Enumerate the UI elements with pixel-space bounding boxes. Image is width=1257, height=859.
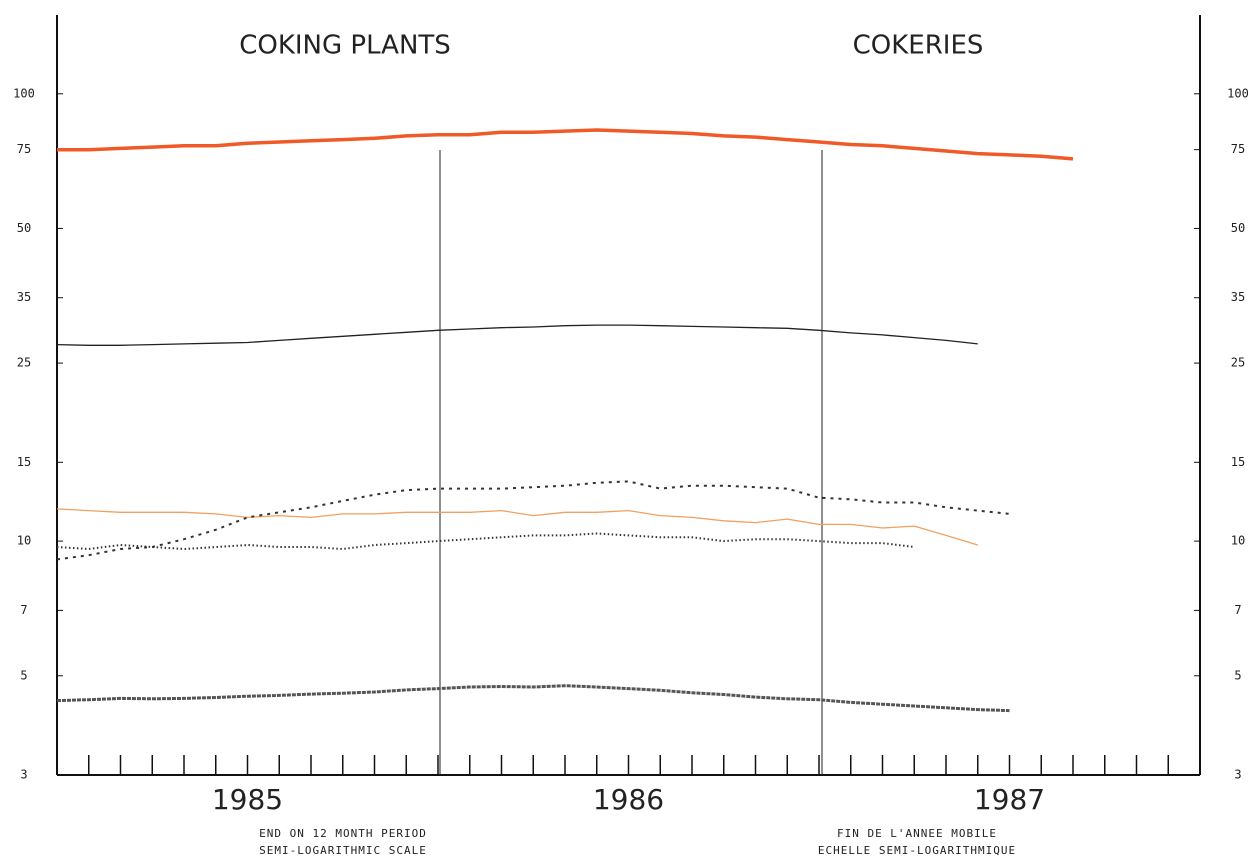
y-tick-label-right: 5 [1234, 668, 1241, 682]
x-tick-label: 1985 [212, 783, 283, 816]
chart-title: COKING PLANTS [239, 31, 451, 61]
y-tick-label-right: 25 [1231, 356, 1245, 370]
y-tick-label-right: 15 [1231, 455, 1245, 469]
y-tick-label-right: 100 [1227, 86, 1249, 100]
y-tick-label: 15 [17, 455, 31, 469]
y-tick-label-right: 50 [1231, 221, 1245, 235]
y-tick-label: 100 [13, 86, 35, 100]
y-tick-label: 3 [20, 768, 27, 782]
x-tick-label: 1986 [593, 783, 664, 816]
y-tick-label: 7 [20, 603, 27, 617]
y-tick-label: 10 [17, 534, 31, 548]
note: END ON 12 MONTH PERIOD [259, 827, 427, 840]
y-tick-label-right: 75 [1231, 142, 1245, 156]
chart-title-right: COKERIES [853, 31, 984, 61]
series-line [57, 128, 1074, 161]
series-line [56, 480, 1010, 561]
y-tick-label-right: 35 [1231, 290, 1245, 304]
series-line [56, 684, 1010, 713]
y-tick-label: 5 [20, 668, 27, 682]
y-tick-label: 50 [17, 221, 31, 235]
y-tick-label: 25 [17, 356, 31, 370]
y-tick-label: 75 [17, 142, 31, 156]
x-tick-label: 1987 [974, 783, 1045, 816]
series-line [56, 508, 978, 546]
series-line [56, 532, 915, 550]
y-tick-label-right: 10 [1231, 534, 1245, 548]
note: FIN DE L'ANNEE MOBILE [837, 827, 997, 840]
y-tick-label: 35 [17, 290, 31, 304]
y-tick-label-right: 7 [1234, 603, 1241, 617]
note: ECHELLE SEMI-LOGARITHMIQUE [818, 844, 1016, 857]
series-line [56, 324, 978, 346]
y-tick-label-right: 3 [1234, 768, 1241, 782]
note: SEMI-LOGARITHMIC SCALE [259, 844, 427, 857]
